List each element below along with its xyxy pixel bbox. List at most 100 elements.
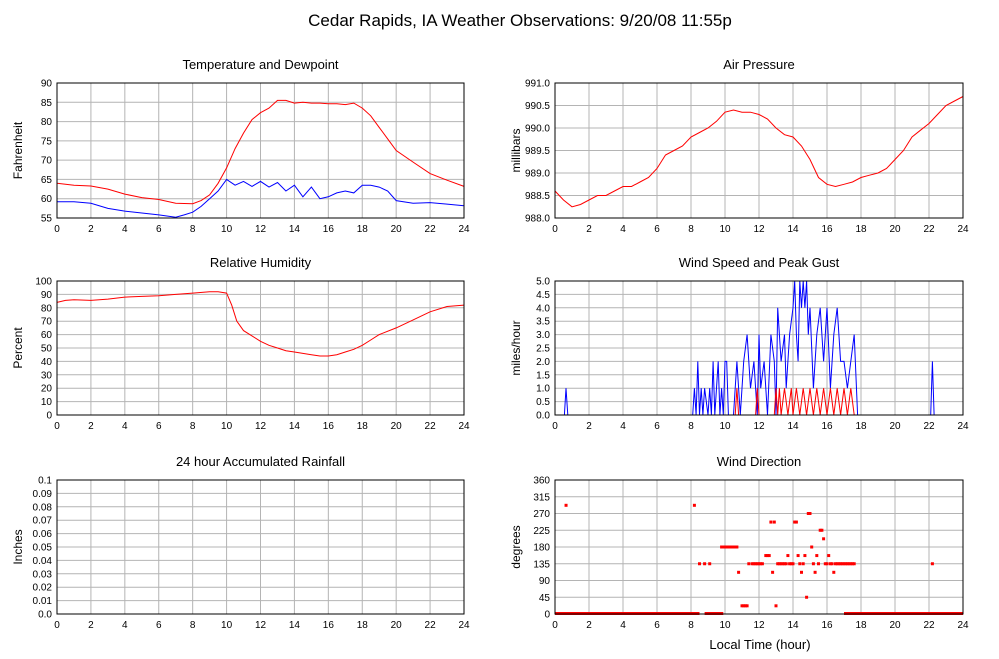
humidity-x-tick-label: 20	[391, 421, 403, 432]
humidity-y-tick-label: 60	[41, 330, 53, 341]
direction-y-tick-label: 90	[539, 576, 551, 587]
direction-point	[788, 562, 792, 566]
pressure-plot-frame	[554, 82, 964, 219]
direction-point	[808, 512, 812, 515]
direction-point	[726, 545, 730, 549]
direction-point	[851, 562, 854, 566]
pressure-x-tick-label: 10	[719, 224, 731, 235]
direction-point	[730, 545, 734, 549]
direction-x-tick-label: 24	[957, 620, 969, 631]
direction-x-tick-label: 20	[889, 620, 901, 631]
wind-plot-frame	[554, 280, 964, 416]
rain-y-tick-label: 0.06	[33, 529, 53, 540]
direction-point	[842, 562, 846, 566]
wind-y-tick-label: 4.0	[536, 303, 550, 314]
direction-point	[786, 554, 790, 558]
humidity-y-tick-label: 0	[46, 411, 52, 422]
pressure-y-axis-label: millibars	[509, 128, 523, 172]
pressure-x-tick-label: 12	[753, 224, 765, 235]
rain-y-tick-label: 0.1	[38, 476, 52, 487]
humidity-x-tick-label: 16	[323, 421, 335, 432]
direction-point	[708, 562, 712, 566]
direction-x-tick-label: 8	[688, 620, 694, 631]
direction-point	[794, 520, 798, 524]
rain-x-tick-label: 22	[425, 620, 437, 631]
direction-y-tick-label: 0	[544, 610, 550, 621]
pressure-title: Air Pressure	[723, 57, 795, 72]
rain-y-axis-label: Inches	[11, 529, 25, 564]
direction-point	[766, 554, 769, 558]
rain-x-tick-label: 10	[221, 620, 233, 631]
humidity-x-tick-label: 18	[357, 421, 369, 432]
pressure-x-tick-label: 22	[923, 224, 935, 235]
wind-y-axis-label: miles/hour	[509, 320, 523, 375]
direction-point	[764, 554, 768, 558]
rain-y-tick-label: 0.09	[33, 489, 53, 500]
direction-point	[776, 562, 780, 566]
direction-point	[757, 562, 761, 566]
direction-point	[789, 562, 793, 566]
wind-x-tick-label: 0	[552, 421, 558, 432]
temp-x-tick-label: 4	[122, 224, 128, 235]
wind-x-tick-label: 10	[719, 421, 731, 432]
rain-x-tick-label: 12	[255, 620, 267, 631]
rain-x-tick-label: 18	[357, 620, 369, 631]
humidity-x-tick-label: 10	[221, 421, 233, 432]
direction-point	[698, 562, 701, 566]
direction-point	[818, 528, 822, 532]
direction-title: Wind Direction	[717, 454, 802, 469]
rain-y-tick-label: 0.04	[33, 556, 53, 567]
wind-y-tick-label: 2.0	[536, 357, 550, 368]
direction-point	[845, 562, 849, 566]
temp-y-tick-label: 80	[41, 117, 53, 128]
temp-x-tick-label: 2	[88, 224, 94, 235]
direction-point	[740, 604, 744, 608]
humidity-y-tick-label: 70	[41, 317, 53, 328]
direction-x-tick-label: 22	[923, 620, 935, 631]
wind-x-tick-label: 4	[620, 421, 626, 432]
wind-y-tick-label: 0.0	[536, 411, 550, 422]
direction-point	[692, 503, 696, 507]
humidity-y-tick-label: 90	[41, 290, 53, 301]
wind-x-tick-label: 2	[586, 421, 592, 432]
direction-point	[803, 554, 807, 558]
temp-x-tick-label: 10	[221, 224, 233, 235]
pressure-series-line-0	[554, 96, 964, 208]
wind-title: Wind Speed and Peak Gust	[679, 255, 840, 270]
temp-series-line-1	[57, 178, 465, 218]
direction-point	[720, 545, 724, 549]
wind-y-tick-label: 1.5	[536, 370, 550, 381]
direction-point	[767, 554, 771, 558]
direction-point	[774, 604, 778, 608]
direction-point	[750, 562, 754, 566]
direction-point	[732, 545, 735, 549]
direction-point	[835, 562, 839, 566]
humidity-series-line-0	[56, 291, 465, 357]
temp-y-tick-label: 70	[41, 156, 53, 167]
direction-point	[752, 562, 756, 566]
rain-x-tick-label: 14	[289, 620, 301, 631]
direction-point	[822, 537, 826, 541]
temp-y-tick-label: 60	[41, 194, 53, 205]
wind-x-tick-label: 6	[654, 421, 660, 432]
temp-y-tick-label: 85	[41, 98, 53, 109]
direction-point	[769, 520, 773, 524]
wind-x-tick-label: 16	[821, 421, 833, 432]
direction-point	[754, 562, 758, 566]
temp-y-tick-label: 55	[41, 214, 53, 225]
humidity-x-tick-label: 4	[122, 421, 128, 432]
direction-point	[830, 562, 834, 566]
direction-y-tick-label: 315	[533, 492, 550, 503]
direction-point	[847, 562, 851, 566]
wind-y-tick-label: 2.5	[536, 344, 550, 355]
temp-x-tick-label: 14	[289, 224, 301, 235]
humidity-y-tick-label: 30	[41, 370, 53, 381]
direction-y-tick-label: 270	[533, 509, 550, 520]
humidity-x-tick-label: 22	[425, 421, 437, 432]
wind-x-tick-label: 14	[787, 421, 799, 432]
direction-point	[735, 545, 739, 549]
